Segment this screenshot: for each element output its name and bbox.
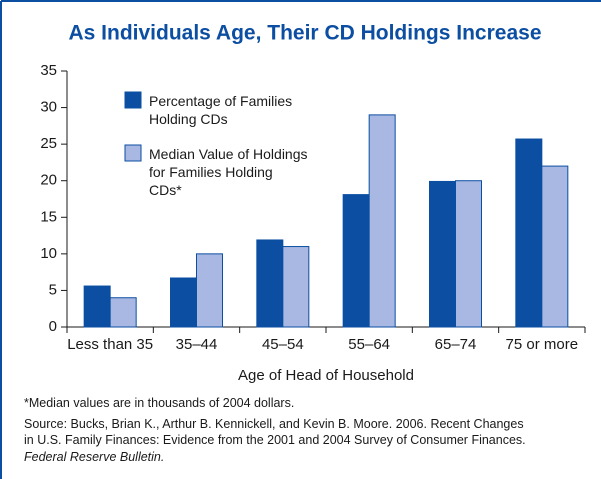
x-tick-label: 65–74 — [435, 336, 477, 353]
source-line: in U.S. Family Finances: Evidence from t… — [24, 433, 526, 447]
x-tick-label: 75 or more — [506, 336, 579, 353]
bar — [455, 180, 482, 328]
y-tick-label: 10 — [40, 245, 57, 262]
y-tick-label: 35 — [40, 62, 57, 79]
legend-swatch — [124, 91, 142, 109]
bar — [429, 180, 456, 328]
source-line: Source: Bucks, Brian K., Arthur B. Kenni… — [24, 417, 524, 431]
y-tick-label: 20 — [40, 172, 57, 189]
y-tick-label: 15 — [40, 208, 57, 225]
y-tick-label: 5 — [49, 281, 57, 298]
x-tick-label: 45–54 — [262, 336, 304, 353]
y-tick-label: 25 — [40, 135, 57, 152]
legend-swatch — [124, 144, 142, 162]
x-tick-label: 55–64 — [348, 336, 390, 353]
y-tick-label: 0 — [49, 318, 57, 335]
legend-label: Percentage of Families Holding CDs — [149, 93, 293, 127]
bar — [83, 285, 111, 328]
x-tick-label: Less than 35 — [67, 336, 153, 353]
x-axis-label: Age of Head of Household — [238, 367, 414, 384]
bar — [541, 165, 569, 328]
bar — [342, 194, 370, 328]
bar — [196, 253, 223, 328]
chart-title: As Individuals Age, Their CD Holdings In… — [69, 22, 542, 45]
y-tick-label: 30 — [40, 99, 57, 116]
bar — [515, 138, 543, 328]
legend-label: Median Value of Holdings for Families Ho… — [149, 146, 308, 198]
bar — [170, 277, 197, 328]
footnote: *Median values are in thousands of 2004 … — [24, 396, 295, 410]
source-line: Federal Reserve Bulletin. — [24, 450, 165, 464]
bar — [282, 246, 310, 328]
bar — [368, 114, 396, 328]
bar — [109, 297, 137, 328]
bar — [256, 239, 284, 328]
x-tick-label: 35–44 — [176, 336, 218, 353]
